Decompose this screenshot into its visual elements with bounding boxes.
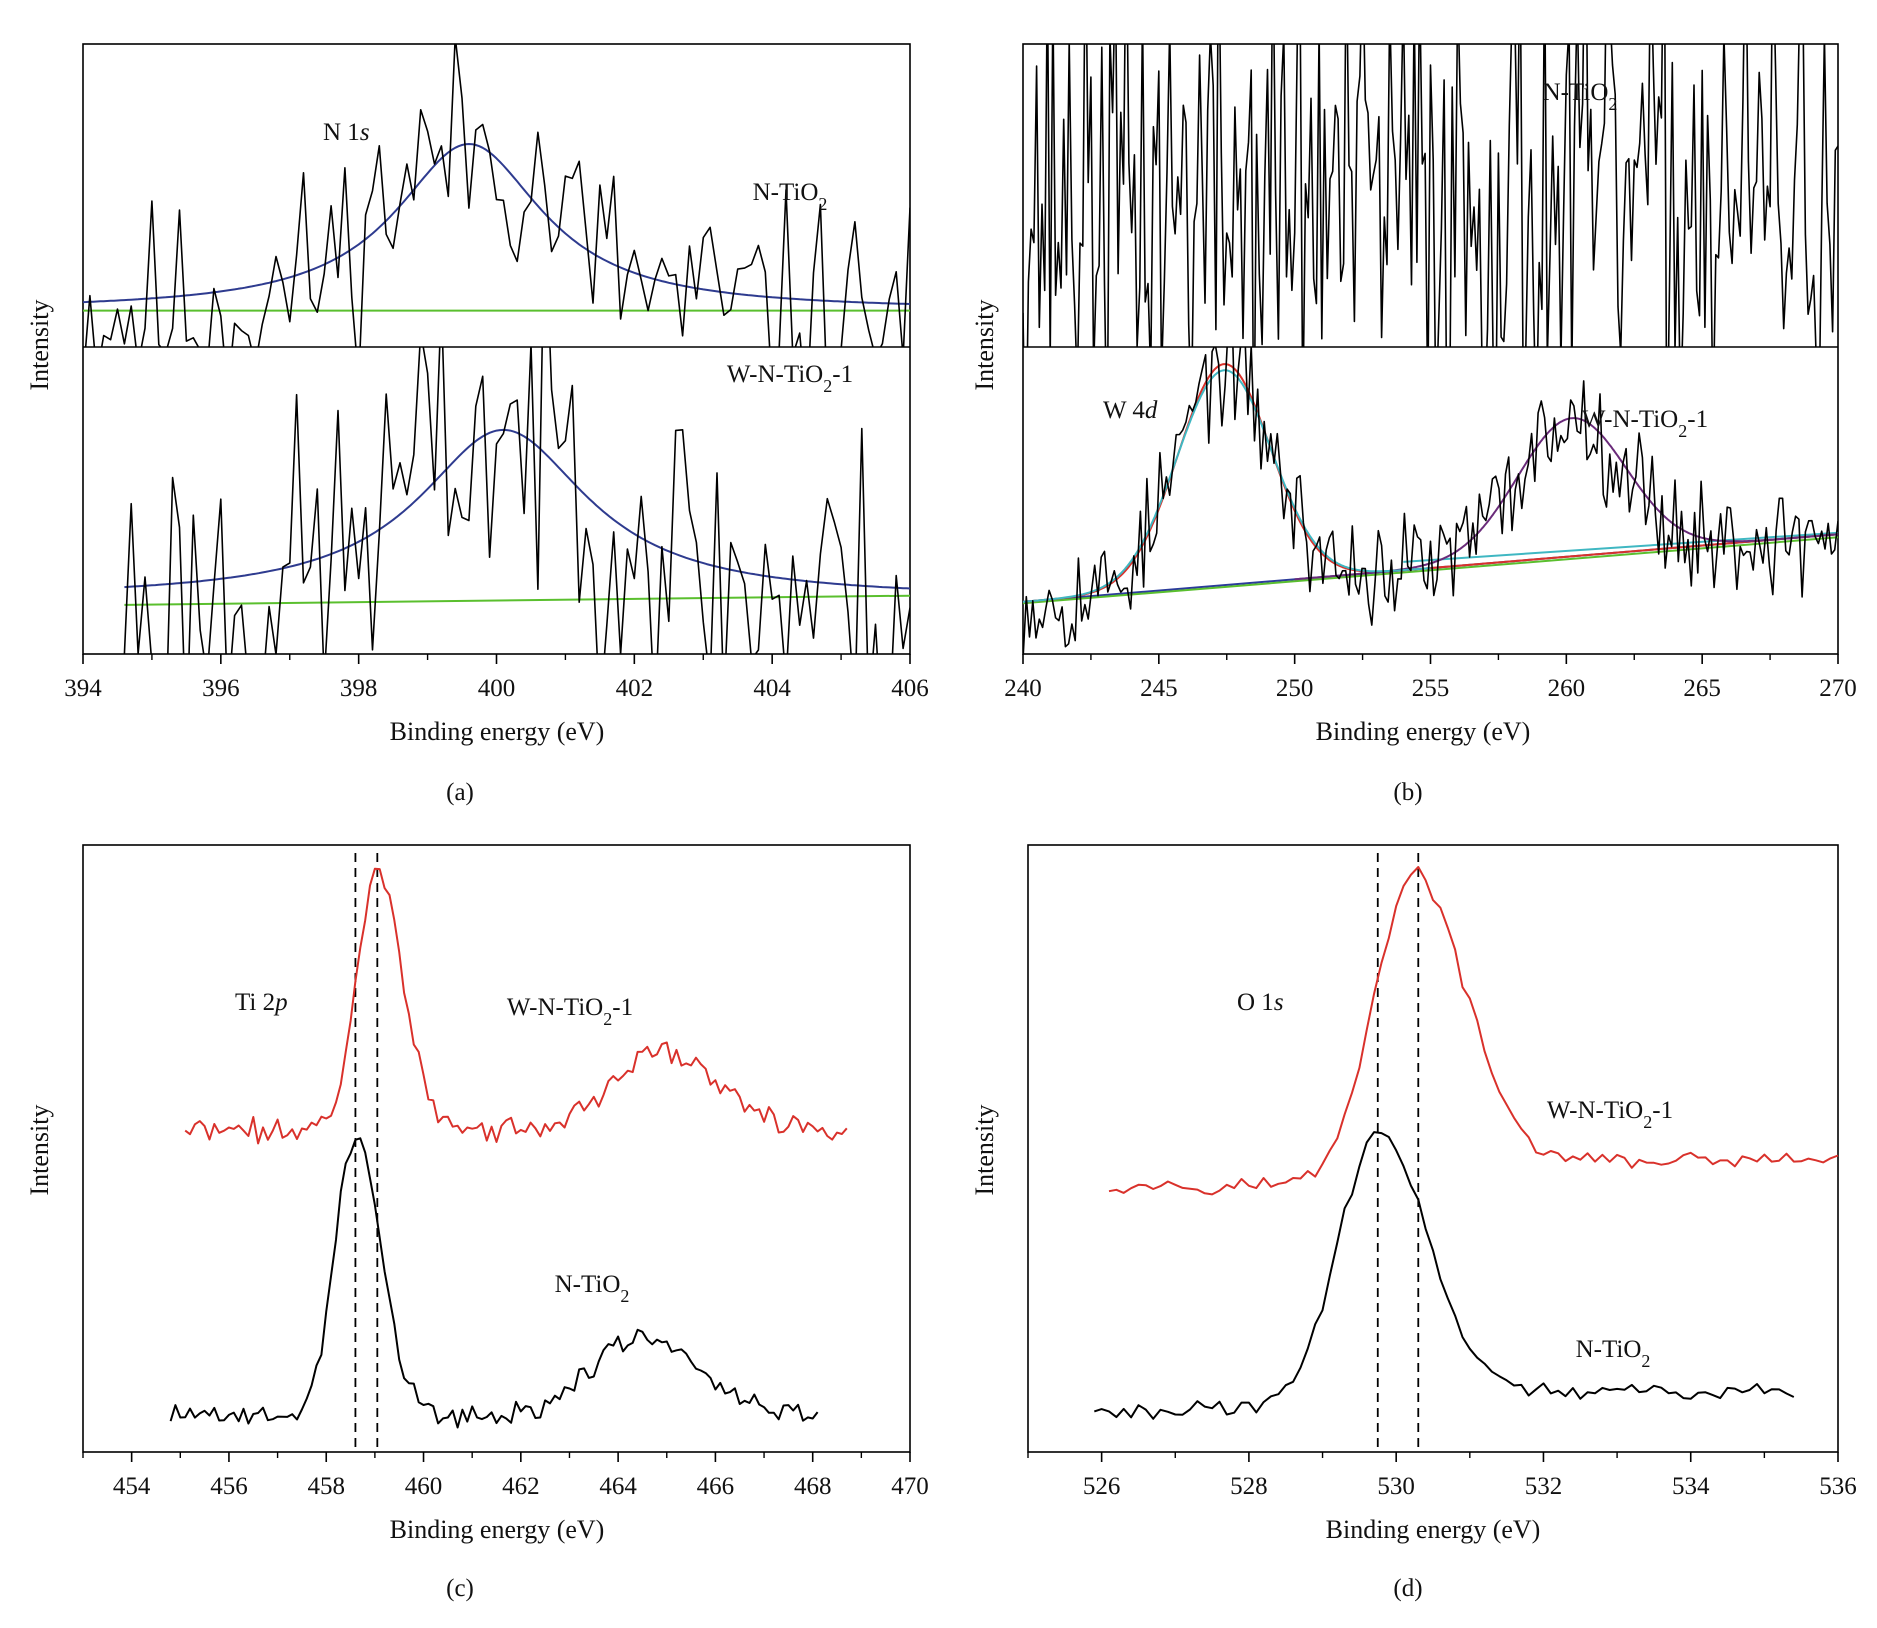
series-group bbox=[123, 347, 910, 654]
x-tick-label: 468 bbox=[794, 1473, 832, 1500]
x-tick-label: 534 bbox=[1672, 1473, 1710, 1500]
x-tick-label: 398 bbox=[340, 675, 378, 702]
panel-a: 394 396 398 400 402 404 406 Binding energy (eV)… bbox=[25, 43, 929, 806]
panel-d: 526 528 530 532 534 536 Binding energy (eV) Int… bbox=[970, 844, 1857, 1602]
series-label: N-TiO2 bbox=[555, 1271, 630, 1306]
peak-annotation: N 1s bbox=[323, 119, 370, 146]
x-tick-label: 250 bbox=[1276, 675, 1314, 702]
x-axis-title: Binding energy (eV) bbox=[1326, 1515, 1541, 1544]
series-group bbox=[83, 44, 910, 347]
subpanel-2: W-N-TiO2-1 bbox=[123, 347, 910, 654]
series-group bbox=[1023, 347, 1838, 654]
y-axis-title: Intensity bbox=[970, 300, 999, 391]
x-tick-label: 466 bbox=[697, 1473, 735, 1500]
panel-b: 240 245 250 255 260 265 270 Binding energy (eV)… bbox=[970, 43, 1857, 806]
raw-spectrum bbox=[84, 44, 910, 347]
x-tick-label: 255 bbox=[1412, 675, 1450, 702]
peak-annotation: W 4d bbox=[1103, 397, 1158, 424]
series-label: N-TiO2 bbox=[1543, 79, 1618, 114]
series-label: N-TiO2 bbox=[1576, 1336, 1651, 1371]
series-label: W-N-TiO2-1 bbox=[507, 994, 633, 1029]
x-tick-label: 464 bbox=[599, 1473, 637, 1500]
fit-curve bbox=[124, 428, 910, 590]
x-tick-label: 462 bbox=[502, 1473, 540, 1500]
x-tick-label: 460 bbox=[405, 1473, 443, 1500]
x-tick-label: 528 bbox=[1230, 1473, 1268, 1500]
x-tick-label: 270 bbox=[1819, 675, 1857, 702]
x-tick-label: 530 bbox=[1377, 1473, 1415, 1500]
x-tick-label: 396 bbox=[202, 675, 240, 702]
x-tick-label: 404 bbox=[753, 675, 791, 702]
subpanel-1: N-TiO2 bbox=[1023, 44, 1838, 347]
x-tick-label: 456 bbox=[210, 1473, 248, 1500]
fit-curve bbox=[83, 143, 910, 305]
x-tick-label: 260 bbox=[1548, 675, 1586, 702]
panel-caption: (c) bbox=[446, 1575, 474, 1602]
series-label: W-N-TiO2-1 bbox=[727, 361, 853, 396]
x-tick-label: 458 bbox=[307, 1473, 345, 1500]
x-tick-label: 536 bbox=[1819, 1473, 1857, 1500]
plot-frame bbox=[82, 844, 911, 1453]
background-line bbox=[1023, 536, 1838, 605]
series-label: W-N-TiO2-1 bbox=[1547, 1097, 1673, 1132]
plot-frame bbox=[1027, 844, 1839, 1453]
panel-c: 454 456 458 460 462 464 466 468 470 Binding energ… bbox=[25, 844, 929, 1602]
series-label: W-N-TiO2-1 bbox=[1582, 406, 1708, 441]
x-tick-label: 240 bbox=[1004, 675, 1042, 702]
spectrum-line bbox=[184, 867, 848, 1145]
x-axis-title: Binding energy (eV) bbox=[1316, 717, 1531, 746]
x-tick-label: 265 bbox=[1683, 675, 1721, 702]
x-axis-title: Binding energy (eV) bbox=[390, 717, 605, 746]
spectrum-line bbox=[1093, 1131, 1795, 1420]
x-tick-label: 245 bbox=[1140, 675, 1178, 702]
x-tick-label: 470 bbox=[891, 1473, 929, 1500]
peak-annotation: Ti 2p bbox=[235, 989, 288, 1016]
raw-spectrum bbox=[1023, 347, 1838, 654]
y-axis-title: Intensity bbox=[25, 1105, 54, 1196]
x-tick-label: 394 bbox=[64, 675, 102, 702]
x-tick-label: 526 bbox=[1083, 1473, 1121, 1500]
panel-caption: (b) bbox=[1393, 779, 1422, 806]
y-axis-title: Intensity bbox=[970, 1105, 999, 1196]
peak-annotation: O 1s bbox=[1237, 989, 1284, 1016]
panel-caption: (a) bbox=[446, 779, 474, 806]
raw-spectrum bbox=[123, 347, 910, 654]
plot-frame bbox=[82, 43, 911, 655]
x-tick-label: 402 bbox=[616, 675, 654, 702]
series-label: N-TiO2 bbox=[753, 179, 828, 214]
x-axis-title: Binding energy (eV) bbox=[390, 1515, 605, 1544]
raw-spectrum bbox=[1023, 44, 1838, 347]
x-tick-label: 400 bbox=[478, 675, 516, 702]
subpanel-2: W-N-TiO2-1 W 4d bbox=[1023, 347, 1838, 654]
x-tick-label: 532 bbox=[1525, 1473, 1563, 1500]
y-axis-title: Intensity bbox=[25, 300, 54, 391]
spectrum-line bbox=[169, 1137, 819, 1429]
background-line bbox=[124, 594, 910, 606]
subpanel-1: N-TiO2 N 1s bbox=[83, 44, 910, 347]
x-tick-label: 406 bbox=[891, 675, 929, 702]
series-group bbox=[1023, 44, 1838, 347]
panel-caption: (d) bbox=[1393, 1575, 1422, 1602]
fit-curve bbox=[1023, 369, 1431, 603]
x-tick-label: 454 bbox=[113, 1473, 151, 1500]
spectrum-line bbox=[1108, 866, 1839, 1196]
